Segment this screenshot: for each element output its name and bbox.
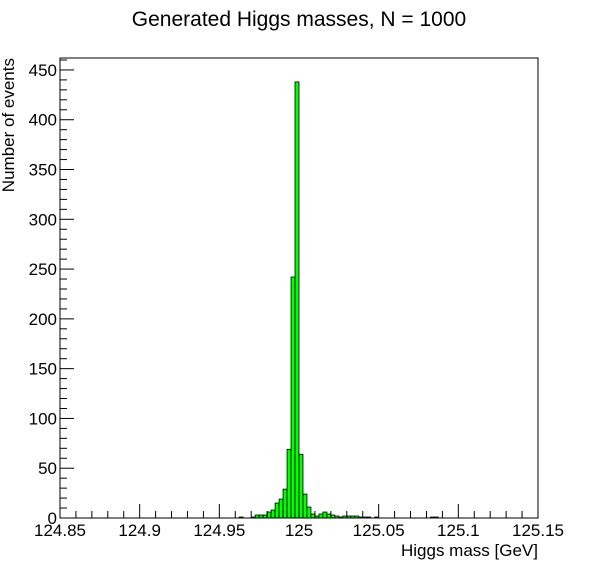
histogram-bar [278, 498, 284, 519]
y-tick-label: 100 [29, 409, 57, 428]
histogram-bar [310, 513, 316, 519]
histogram-bar [270, 509, 276, 519]
histogram-bar [286, 448, 292, 519]
x-tick-label: 124.9 [118, 521, 161, 540]
histogram-bar [282, 488, 288, 519]
x-tick-label: 125.15 [512, 521, 564, 540]
histogram-bar [302, 493, 308, 519]
histogram-bar [266, 511, 272, 519]
x-tick-label: 125.1 [437, 521, 480, 540]
y-tick-label: 300 [29, 210, 57, 229]
histogram-bar [294, 81, 300, 519]
histogram-bar [290, 276, 296, 519]
histogram-bar [318, 513, 324, 519]
y-tick-label: 250 [29, 260, 57, 279]
tick-labels: 124.85 124.9 124.95 125 125.05 125.1 125.15 0 50… [29, 61, 564, 540]
y-tick-label: 400 [29, 111, 57, 130]
y-tick-label: 200 [29, 310, 57, 329]
histogram-bar [306, 506, 312, 519]
y-axis-label: Number of events [0, 58, 18, 192]
histogram-bar [326, 513, 332, 519]
histogram-bar [274, 502, 280, 519]
y-tick-label: 450 [29, 61, 57, 80]
y-tick-label: 350 [29, 161, 57, 180]
chart-title: Generated Higgs masses, N = 1000 [132, 8, 466, 31]
y-tick-label: 0 [48, 509, 57, 528]
plot-frame [59, 57, 539, 519]
x-tick-label: 124.95 [193, 521, 245, 540]
x-axis-label: Higgs mass [GeV] [401, 541, 538, 560]
x-tick-label: 125 [285, 521, 313, 540]
x-tick-label: 125.05 [353, 521, 405, 540]
histogram-bar [298, 453, 304, 519]
y-tick-label: 50 [38, 459, 57, 478]
y-tick-label: 150 [29, 360, 57, 379]
histogram-bar [322, 511, 328, 519]
x-tick-label: 124.85 [34, 521, 86, 540]
